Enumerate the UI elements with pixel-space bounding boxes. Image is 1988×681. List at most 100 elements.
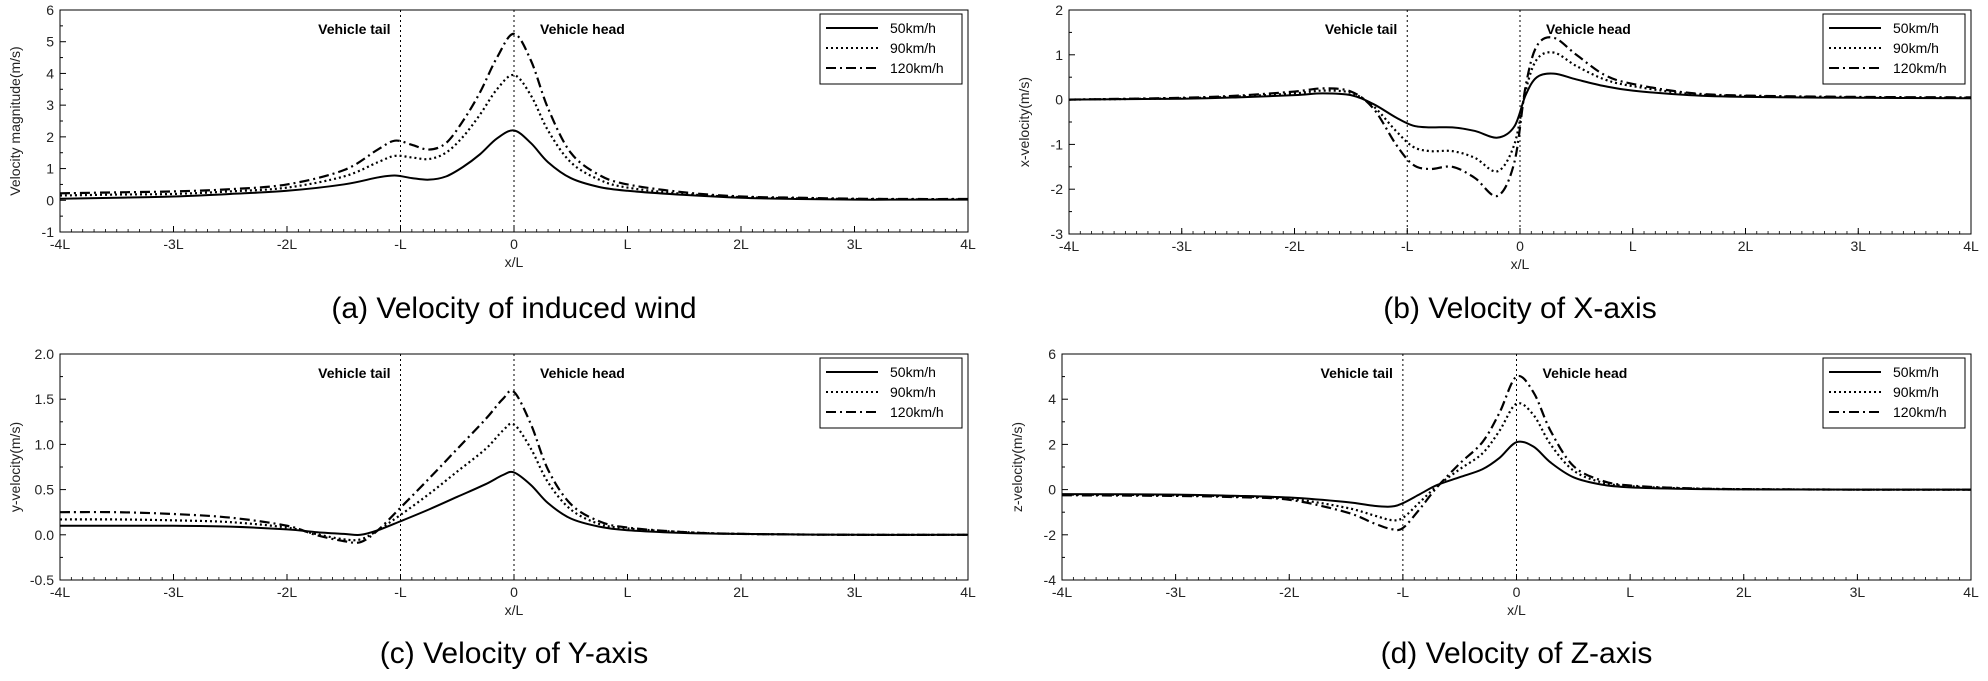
x-tick-label: 4L <box>960 584 976 600</box>
y-axis-label: Velocity magnitude(m/s) <box>7 46 23 195</box>
y-tick-label: 5 <box>46 34 54 50</box>
panel-caption: (d) Velocity of Z-axis <box>1381 637 1653 670</box>
x-tick-label: 4L <box>1963 238 1979 254</box>
chart-panel: -4 -2 0 2 4 6 -4L -3L -2L -L 0 L 2L 3L 4L x/L z-velocity… <box>1009 346 1979 670</box>
x-tick-label: 0 <box>510 236 518 252</box>
legend-label: 120km/h <box>1893 404 1947 420</box>
series-line <box>59 73 969 201</box>
legend-label: 90km/h <box>890 384 936 400</box>
x-tick-label: L <box>1629 238 1637 254</box>
x-tick-label: 3L <box>1850 238 1866 254</box>
y-tick-label: 0 <box>46 192 54 208</box>
series-line <box>1061 402 1972 522</box>
x-tick-label: -L <box>394 236 407 252</box>
panel-caption: (b) Velocity of X-axis <box>1383 292 1656 325</box>
legend-label: 50km/h <box>890 364 936 380</box>
x-tick-label: L <box>1626 584 1634 600</box>
y-tick-label: -0.5 <box>30 572 54 588</box>
y-tick-label: 6 <box>46 2 54 18</box>
x-tick-label: -3L <box>1172 238 1192 254</box>
annotation-label: Vehicle tail <box>1321 365 1393 381</box>
x-tick-label: -2L <box>277 584 297 600</box>
x-tick-label: -4L <box>50 584 70 600</box>
x-tick-label: 3L <box>1850 584 1866 600</box>
legend: 50km/h 90km/h 120km/h <box>1822 13 1966 85</box>
legend-label: 120km/h <box>890 404 944 420</box>
y-tick-label: 2.0 <box>35 346 55 362</box>
x-tick-label: -4L <box>50 236 70 252</box>
x-tick-label: 3L <box>847 236 863 252</box>
y-tick-label: -1 <box>1051 136 1064 152</box>
legend: 50km/h 90km/h 120km/h <box>819 13 963 85</box>
legend-label: 50km/h <box>890 20 936 36</box>
y-tick-label: 0 <box>1048 482 1056 498</box>
annotation-label: Vehicle head <box>540 21 625 37</box>
y-axis-label: y-velocity(m/s) <box>7 422 23 512</box>
annotation-label: Vehicle head <box>540 365 625 381</box>
y-tick-label: 1.5 <box>35 391 55 407</box>
legend-box <box>819 357 963 429</box>
annotation-label: Vehicle tail <box>318 365 390 381</box>
x-tick-label: -4L <box>1059 238 1079 254</box>
x-tick-label: -L <box>1401 238 1414 254</box>
x-tick-label: 4L <box>1963 584 1979 600</box>
chart-panel: -0.5 0.0 0.5 1.0 1.5 2.0 -4L -3L -2L -L 0 L 2L 3L 4L x/… <box>7 346 976 670</box>
x-tick-label: L <box>624 236 632 252</box>
y-tick-label: 0.5 <box>35 482 55 498</box>
y-tick-label: -2 <box>1051 181 1064 197</box>
x-tick-label: 4L <box>960 236 976 252</box>
x-tick-label: 0 <box>1513 584 1521 600</box>
y-tick-label: 3 <box>46 97 54 113</box>
y-tick-label: 1 <box>1055 47 1063 63</box>
legend-label: 120km/h <box>1893 60 1947 76</box>
x-tick-label: -L <box>394 584 407 600</box>
legend-label: 50km/h <box>1893 364 1939 380</box>
annotation-label: Vehicle head <box>1543 365 1628 381</box>
y-tick-label: 1 <box>46 161 54 177</box>
x-tick-label: -3L <box>163 584 183 600</box>
series-line <box>60 470 969 536</box>
legend-label: 90km/h <box>1893 384 1939 400</box>
x-tick-label: 0 <box>510 584 518 600</box>
y-tick-label: 0.0 <box>35 527 55 543</box>
chart-panel: -1 0 1 2 3 4 5 6 -4L -3L -2L -L 0 L 2L 3L 4L x/L Velocity … <box>7 2 976 325</box>
x-tick-label: -3L <box>163 236 183 252</box>
y-tick-label: -3 <box>1051 226 1064 242</box>
legend-label: 50km/h <box>1893 20 1939 36</box>
x-axis-label: x/L <box>1511 256 1530 272</box>
legend-label: 90km/h <box>890 40 936 56</box>
x-tick-label: 0 <box>1516 238 1524 254</box>
y-tick-label: 2 <box>1055 2 1063 18</box>
legend: 50km/h 90km/h 120km/h <box>819 357 963 429</box>
y-tick-label: 0 <box>1055 92 1063 108</box>
x-axis-label: x/L <box>1507 602 1526 618</box>
series-line <box>1068 36 1972 198</box>
x-tick-label: 3L <box>847 584 863 600</box>
series-line <box>59 389 969 544</box>
x-tick-label: -2L <box>1279 584 1299 600</box>
legend-box <box>819 13 963 85</box>
legend-box <box>1822 357 1966 429</box>
annotation-label: Vehicle tail <box>1325 21 1397 37</box>
x-tick-label: 2L <box>733 236 749 252</box>
y-tick-label: 4 <box>46 65 54 81</box>
series-line <box>1061 374 1972 532</box>
x-tick-label: -L <box>1397 584 1410 600</box>
x-tick-label: 2L <box>1736 584 1752 600</box>
y-axis-label: z-velocity(m/s) <box>1009 422 1025 512</box>
x-axis-label: x/L <box>505 254 524 270</box>
legend-label: 90km/h <box>1893 40 1939 56</box>
legend: 50km/h 90km/h 120km/h <box>1822 357 1966 429</box>
annotation-label: Vehicle tail <box>318 21 390 37</box>
y-axis-label: x-velocity(m/s) <box>1016 77 1032 167</box>
x-tick-label: L <box>624 584 632 600</box>
series-line <box>1068 72 1972 139</box>
x-tick-label: -4L <box>1052 584 1072 600</box>
y-tick-label: 6 <box>1048 346 1056 362</box>
panel-caption: (a) Velocity of induced wind <box>331 292 696 325</box>
y-tick-label: 4 <box>1048 391 1056 407</box>
legend-box <box>1822 13 1966 85</box>
x-tick-label: 2L <box>1738 238 1754 254</box>
y-tick-label: 1.0 <box>35 436 55 452</box>
